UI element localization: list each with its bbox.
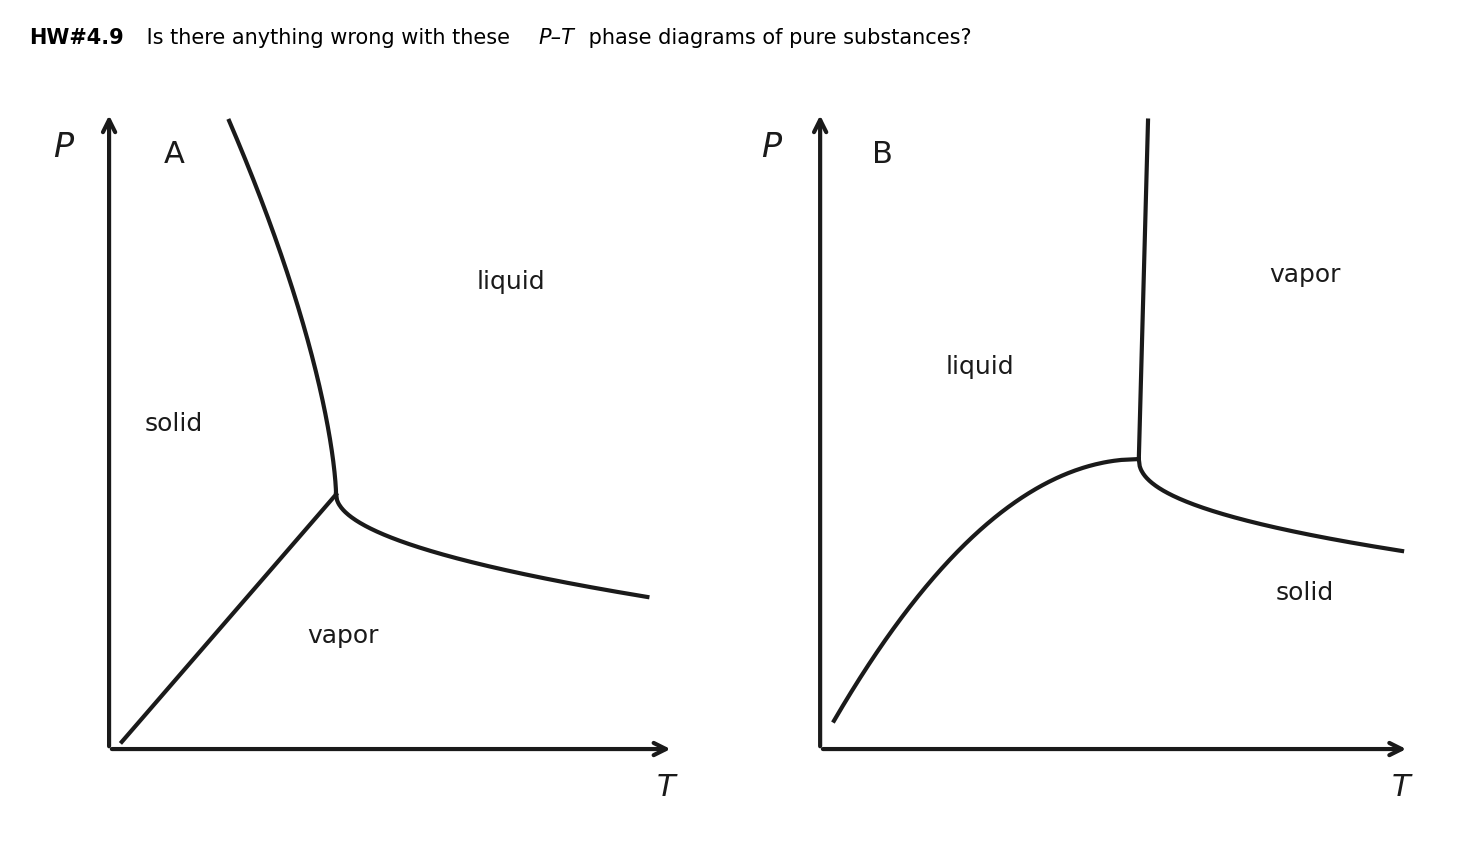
Text: $T$: $T$ — [1391, 774, 1414, 802]
Text: A: A — [164, 141, 184, 169]
Text: liquid: liquid — [945, 355, 1014, 379]
Text: HW#4.9: HW#4.9 — [29, 28, 124, 48]
Text: $P$: $P$ — [53, 131, 75, 164]
Text: vapor: vapor — [1269, 264, 1341, 287]
Text: $P$: $P$ — [761, 131, 783, 164]
Text: Is there anything wrong with these: Is there anything wrong with these — [140, 28, 517, 48]
Text: solid: solid — [1276, 582, 1334, 605]
Text: B: B — [873, 141, 893, 169]
Text: $T$: $T$ — [656, 774, 678, 802]
Text: phase diagrams of pure substances?: phase diagrams of pure substances? — [582, 28, 971, 48]
Text: vapor: vapor — [307, 624, 379, 647]
Text: liquid: liquid — [478, 270, 545, 294]
Text: solid: solid — [144, 412, 203, 435]
Text: P–T: P–T — [538, 28, 573, 48]
